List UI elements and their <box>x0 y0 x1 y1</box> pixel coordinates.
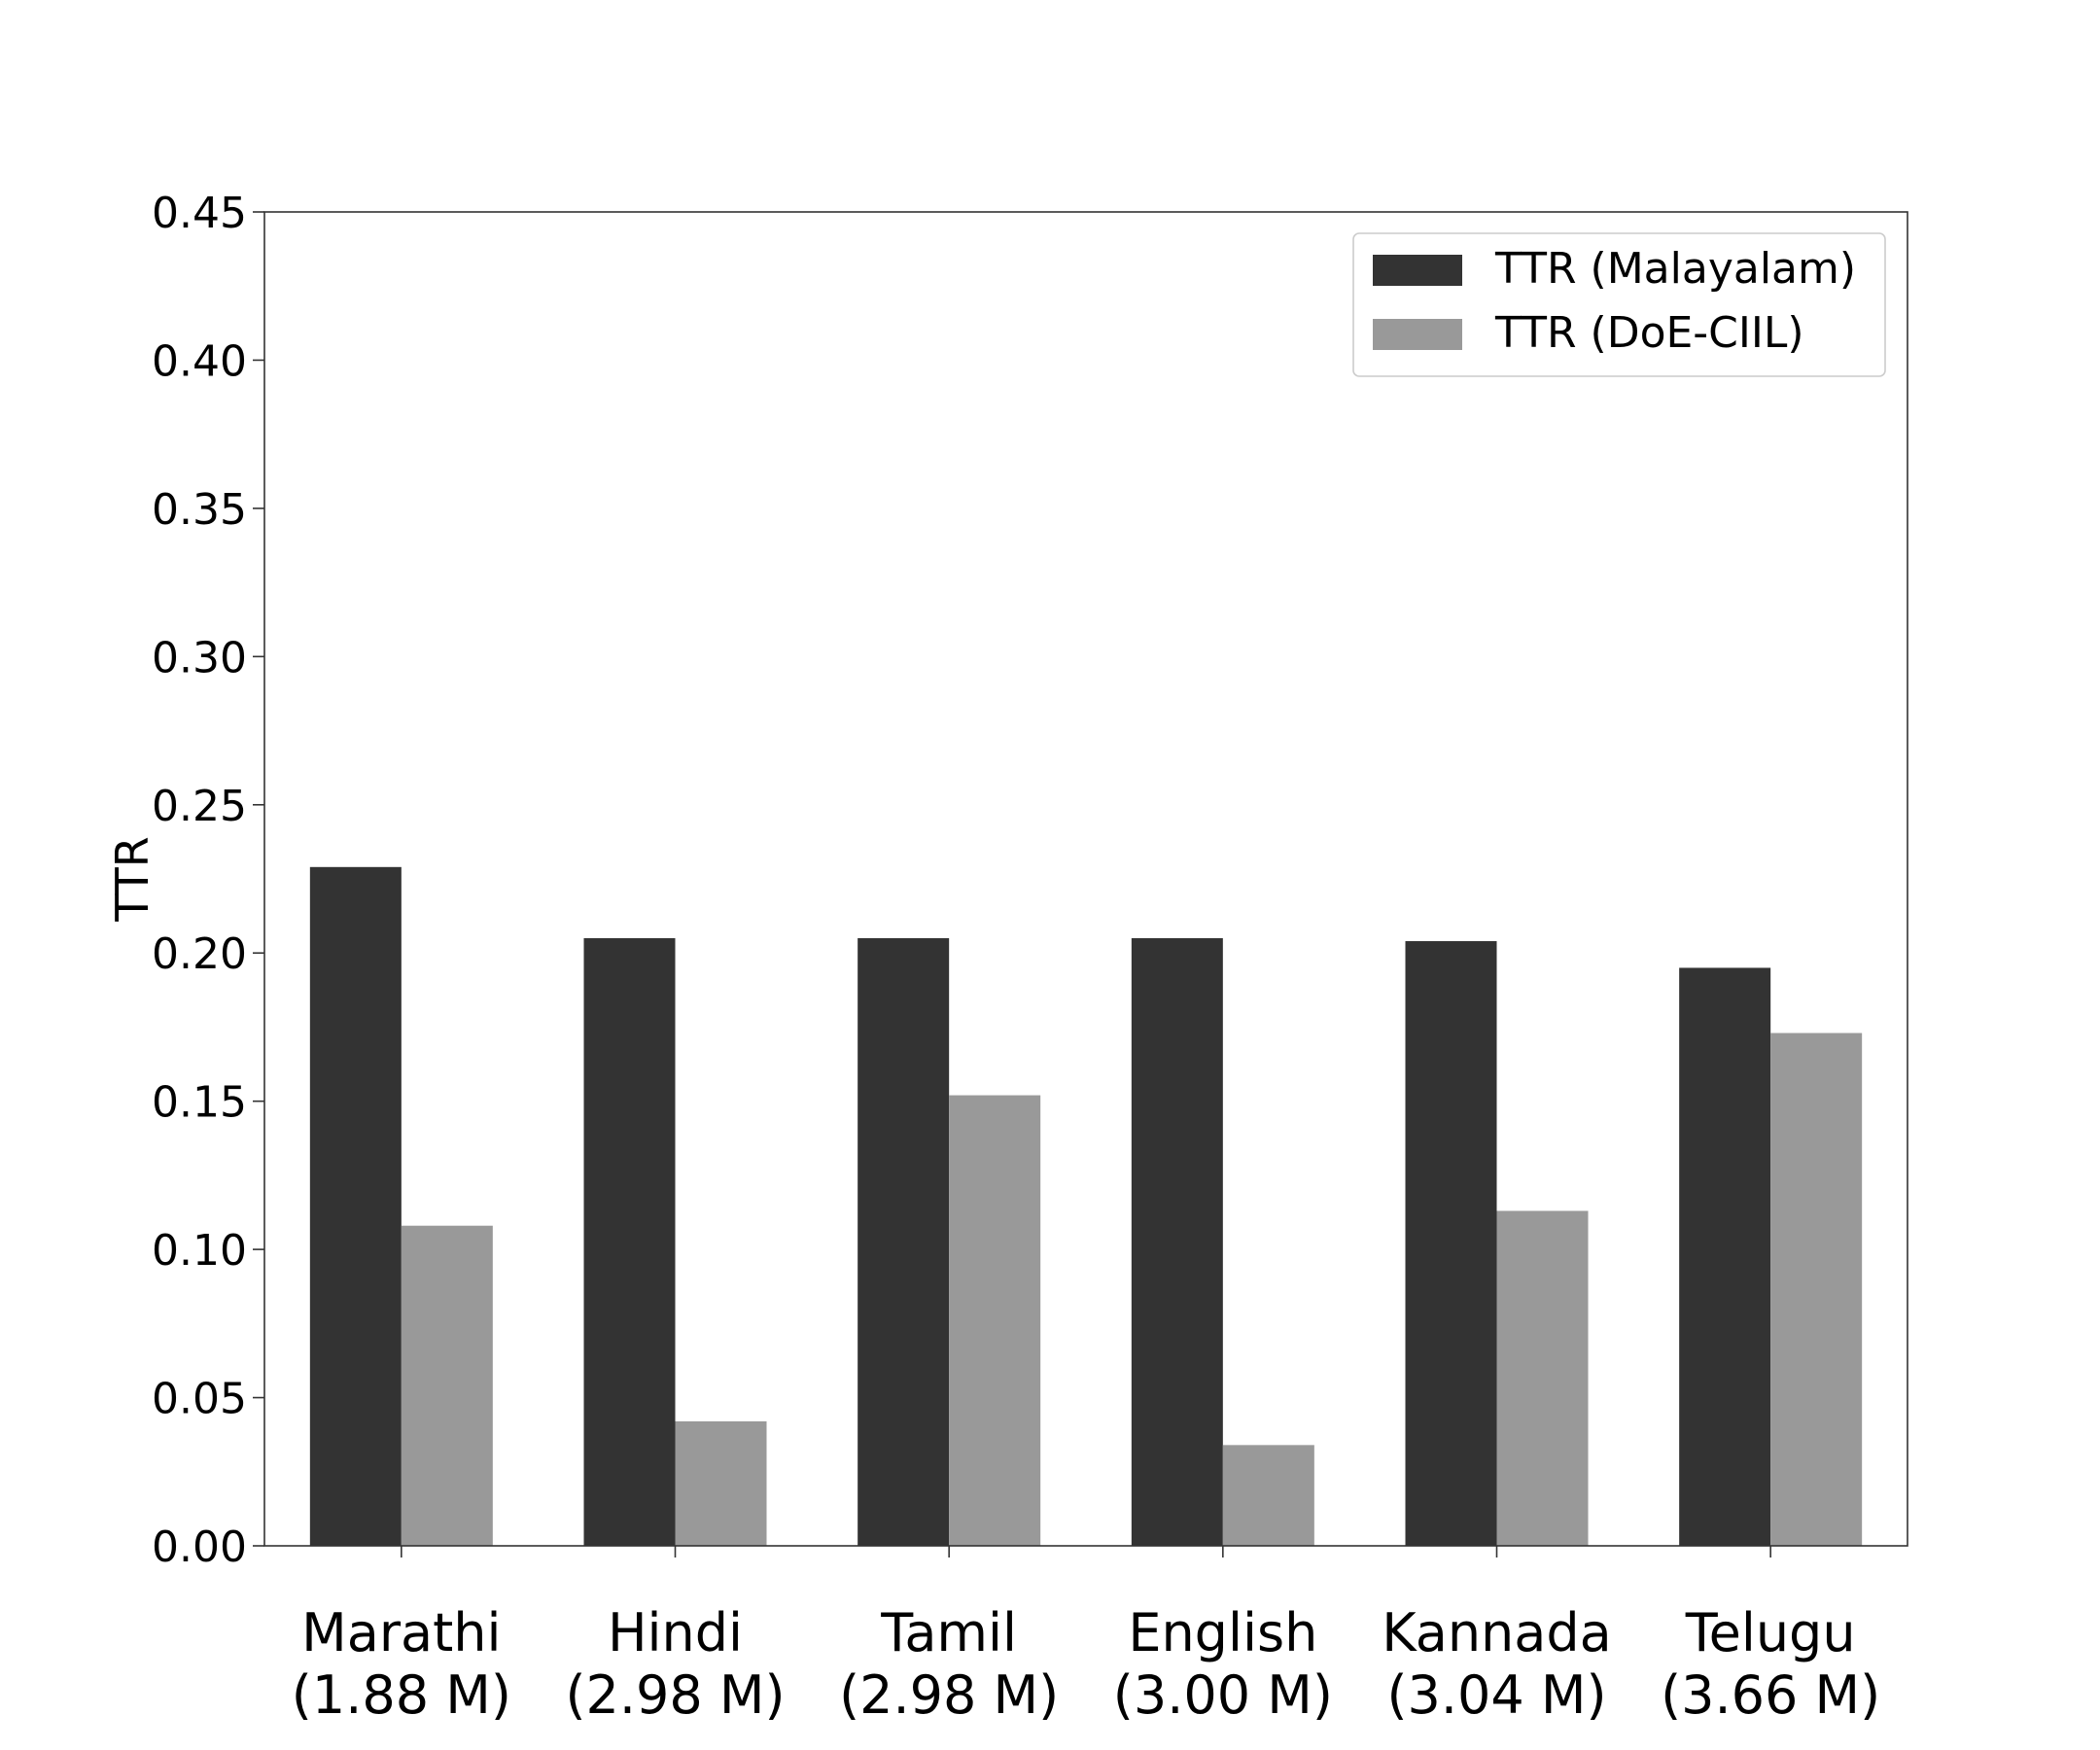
bar-malayalam-telugu <box>1679 967 1771 1546</box>
legend-label: TTR (DoE-CIIL) <box>1494 308 1804 358</box>
y-axis: 0.00 0.05 0.10 0.15 0.20 0.25 0.30 0.35 0.40 0.45 <box>152 189 264 1572</box>
y-tick-label: 0.25 <box>152 782 247 831</box>
plot-frame <box>263 211 1908 1547</box>
bar-malayalam-marathi <box>309 866 402 1546</box>
x-tick-label-size: (2.98 M) <box>565 1664 785 1726</box>
y-tick-label: 0.30 <box>152 633 247 682</box>
bar-doe-ciil-english <box>1222 1445 1314 1546</box>
bar-malayalam-english <box>1131 937 1223 1546</box>
y-tick-label: 0.35 <box>152 485 247 535</box>
bar-doe-ciil-hindi <box>675 1420 767 1546</box>
x-tick-label-name: Kannada <box>1382 1602 1611 1663</box>
y-tick-label: 0.15 <box>152 1078 247 1128</box>
y-tick-label: 0.40 <box>152 336 247 386</box>
bar-doe-ciil-telugu <box>1770 1032 1863 1546</box>
legend-swatch <box>1373 255 1462 286</box>
bars-layer <box>309 866 1863 1546</box>
x-tick-label-name: Tamil <box>880 1602 1017 1663</box>
y-tick-label: 0.05 <box>152 1375 247 1424</box>
bar-malayalam-kannada <box>1405 941 1497 1546</box>
x-tick-label-size: (2.98 M) <box>839 1664 1059 1726</box>
legend-swatch <box>1373 319 1462 350</box>
x-tick-label-size: (3.04 M) <box>1386 1664 1606 1726</box>
bar-doe-ciil-tamil <box>949 1095 1041 1546</box>
x-tick-label-size: (1.88 M) <box>292 1664 511 1726</box>
y-tick-label: 0.10 <box>152 1226 247 1276</box>
bar-doe-ciil-marathi <box>401 1225 493 1546</box>
y-tick-label: 0.45 <box>152 189 247 238</box>
x-tick-label-name: Hindi <box>608 1602 743 1663</box>
x-tick-label-name: English <box>1128 1602 1317 1663</box>
x-tick-label-size: (3.00 M) <box>1113 1664 1333 1726</box>
legend-box <box>1352 232 1886 377</box>
legend: TTR (Malayalam) TTR (DoE-CIIL) <box>1352 232 1886 377</box>
x-tick-label-name: Telugu <box>1685 1602 1856 1663</box>
x-axis: Marathi(1.88 M)Hindi(2.98 M)Tamil(2.98 M… <box>292 1546 1880 1726</box>
legend-label: TTR (Malayalam) <box>1494 244 1856 294</box>
bar-doe-ciil-kannada <box>1496 1210 1589 1546</box>
bar-malayalam-hindi <box>583 937 676 1546</box>
x-tick-label-size: (3.66 M) <box>1661 1664 1880 1726</box>
y-tick-label: 0.20 <box>152 929 247 979</box>
y-tick-label: 0.00 <box>152 1522 247 1572</box>
y-axis-label: TTR <box>106 836 158 922</box>
x-tick-label-name: Marathi <box>301 1602 501 1663</box>
bar-malayalam-tamil <box>858 937 950 1546</box>
